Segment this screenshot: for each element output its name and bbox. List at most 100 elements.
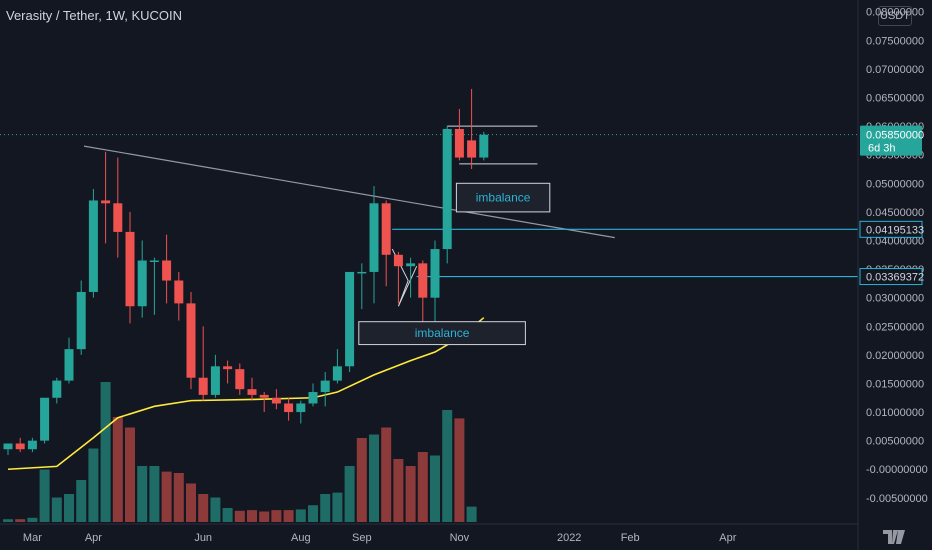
candle-body — [259, 394, 269, 398]
price-tick-label: -0.00000000 — [866, 464, 928, 476]
candle-body — [186, 303, 196, 378]
candle — [162, 234, 172, 304]
volume-bar — [222, 508, 233, 522]
time-tick-label: 2022 — [557, 532, 581, 544]
candle — [406, 257, 416, 298]
candle — [210, 354, 220, 398]
volume-bar — [344, 466, 355, 522]
volume-bar — [405, 466, 416, 522]
price-tick-label: 0.01000000 — [866, 407, 924, 419]
candle-body — [479, 134, 489, 158]
level-price-label: 0.03369372 — [866, 272, 924, 284]
volume-bar — [320, 494, 331, 522]
candle-body — [430, 249, 440, 298]
candle-body — [369, 203, 379, 272]
volume-bar — [381, 427, 392, 522]
candle-body — [345, 271, 355, 367]
candle — [76, 280, 86, 355]
candle-body — [393, 254, 403, 267]
price-tick-label: 0.04500000 — [866, 207, 924, 219]
volume-bar — [234, 510, 245, 522]
candle-body — [174, 280, 184, 304]
volume-bar — [466, 506, 477, 522]
price-tick-label: 0.05000000 — [866, 178, 924, 190]
candle — [308, 383, 318, 407]
moving-average-line — [7, 317, 485, 471]
currency-button[interactable]: USDT — [878, 6, 912, 26]
candle — [467, 88, 477, 169]
candle — [259, 392, 269, 413]
candle-body — [271, 397, 281, 404]
candle — [88, 189, 98, 298]
candle — [271, 389, 281, 410]
candle — [15, 437, 25, 453]
price-tick-label: 0.07000000 — [866, 64, 924, 76]
candle — [320, 372, 330, 407]
candle — [296, 400, 306, 424]
price-tick-label: 0.06500000 — [866, 93, 924, 105]
volume-bar — [112, 417, 123, 522]
candle — [198, 326, 208, 401]
candle — [52, 377, 62, 404]
volume-bar — [417, 452, 428, 522]
time-axis[interactable]: Mar Apr Jun Aug Sep Nov 2022 Feb Apr — [0, 523, 858, 544]
tradingview-logo-icon[interactable] — [883, 530, 905, 544]
price-tick-label: 0.08000000 — [866, 7, 924, 19]
imbalance-box — [455, 182, 551, 213]
candle — [381, 200, 391, 287]
candle — [101, 151, 111, 244]
volume-bar — [442, 410, 453, 522]
volume-bar — [186, 483, 196, 522]
candle-body — [357, 271, 367, 274]
candle-body — [52, 380, 62, 398]
candle-body — [27, 440, 37, 450]
candle — [40, 397, 50, 444]
volume-bar — [100, 382, 111, 522]
imbalance-label: imbalance — [415, 326, 470, 340]
candle — [64, 337, 74, 384]
price-tick-label: 0.02000000 — [866, 350, 924, 362]
volume-bar — [369, 434, 379, 522]
candle-body — [235, 369, 245, 390]
candle-body — [247, 389, 257, 395]
volume-bar — [137, 466, 148, 522]
volume-bar — [161, 471, 172, 522]
time-tick-label: Mar — [23, 532, 42, 544]
candle — [137, 240, 147, 318]
candle — [430, 240, 440, 324]
current-price-label: 0.05850000 — [866, 130, 924, 142]
candle — [186, 291, 196, 390]
candle-body — [88, 200, 98, 292]
candle — [332, 349, 342, 384]
price-axis[interactable]: 0.08000000 0.07500000 0.07000000 0.06500000… — [857, 0, 928, 550]
volume-bar — [39, 469, 50, 522]
volume-bar — [64, 494, 74, 522]
volume-bar — [51, 497, 62, 522]
candle-body — [210, 366, 220, 395]
volume-bar — [454, 418, 465, 522]
candle — [345, 271, 355, 373]
volume-bar — [295, 509, 306, 522]
imbalance-label: imbalance — [476, 191, 531, 205]
candle-body — [198, 377, 208, 395]
moving-average-layer — [7, 317, 485, 471]
candles-layer — [3, 88, 489, 455]
volume-bar — [88, 448, 99, 522]
volume-bar — [125, 427, 135, 522]
volume-bar — [76, 480, 87, 522]
time-tick-label: Aug — [291, 532, 311, 544]
candle-body — [308, 392, 318, 404]
annotation-layer: imbalance imbalance — [358, 182, 551, 346]
drawing-layer — [0, 125, 858, 307]
candle-body — [467, 140, 477, 158]
volume-bar — [283, 510, 294, 522]
price-tick-label: 0.07500000 — [866, 35, 924, 47]
volume-bar — [259, 511, 270, 522]
candle — [27, 437, 37, 453]
volume-bar — [149, 466, 160, 522]
volume-bar — [15, 519, 26, 522]
price-tick-label: 0.01500000 — [866, 378, 924, 390]
candle-body — [137, 260, 147, 307]
price-tick-label: 0.02500000 — [866, 321, 924, 333]
